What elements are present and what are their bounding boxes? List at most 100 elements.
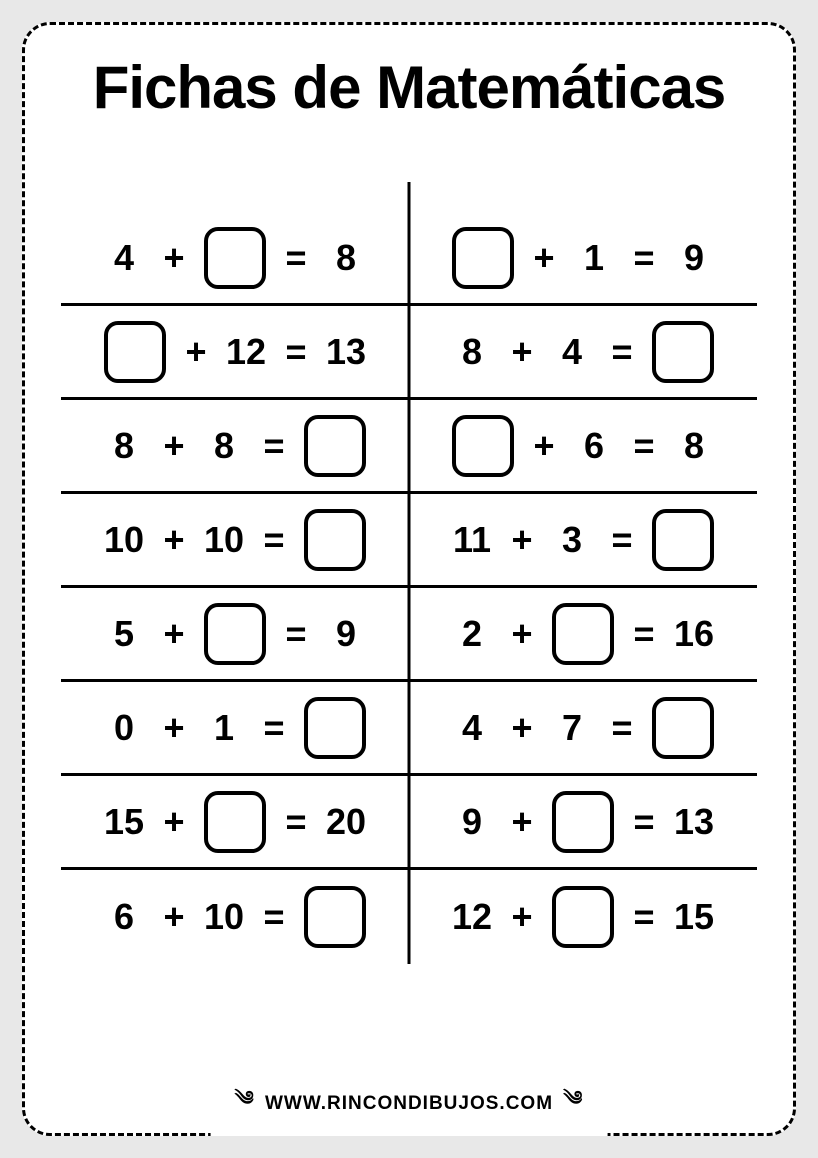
equals-sign: =	[624, 425, 664, 467]
answer-box[interactable]	[652, 697, 714, 759]
problem-cell: 0+1=	[61, 682, 409, 773]
equals-sign: =	[624, 237, 664, 279]
answer-box[interactable]	[204, 603, 266, 665]
answer-box[interactable]	[304, 697, 366, 759]
number-token: 10	[204, 896, 244, 938]
plus-sign: +	[524, 237, 564, 279]
problem-cell: 4+7=	[409, 682, 757, 773]
problem-cell: 2+ =16	[409, 588, 757, 679]
number-token: 13	[674, 801, 714, 843]
problem-cell: 6+10=	[61, 870, 409, 964]
number-token: 9	[674, 237, 714, 279]
plus-sign: +	[502, 896, 542, 938]
number-token: 12	[226, 331, 266, 373]
number-token: 16	[674, 613, 714, 655]
equals-sign: =	[624, 801, 664, 843]
number-token: 5	[104, 613, 144, 655]
plus-sign: +	[154, 707, 194, 749]
problem-cell: +12=13	[61, 306, 409, 397]
number-token: 10	[104, 519, 144, 561]
answer-box[interactable]	[552, 603, 614, 665]
worksheet-sheet: Fichas de Matemáticas 4+=8+1=9+12=138+4=…	[22, 22, 796, 1136]
answer-box[interactable]	[552, 791, 614, 853]
equals-sign: =	[276, 237, 316, 279]
number-token: 7	[552, 707, 592, 749]
vertical-divider	[408, 182, 411, 964]
equals-sign: =	[276, 801, 316, 843]
equals-sign: =	[624, 613, 664, 655]
number-token: 2	[452, 613, 492, 655]
answer-box[interactable]	[552, 886, 614, 948]
number-token: 15	[674, 896, 714, 938]
number-token: 8	[104, 425, 144, 467]
problem-cell: +6=8	[409, 400, 757, 491]
plus-sign: +	[176, 331, 216, 373]
flourish-left-icon: ༄	[235, 1076, 255, 1132]
answer-box[interactable]	[652, 321, 714, 383]
problem-cell: 11+3=	[409, 494, 757, 585]
equals-sign: =	[254, 896, 294, 938]
plus-sign: +	[154, 801, 194, 843]
problem-cell: 8+4=	[409, 306, 757, 397]
equals-sign: =	[624, 896, 664, 938]
number-token: 11	[452, 519, 492, 561]
number-token: 0	[104, 707, 144, 749]
number-token: 1	[574, 237, 614, 279]
number-token: 9	[326, 613, 366, 655]
number-token: 9	[452, 801, 492, 843]
answer-box[interactable]	[204, 227, 266, 289]
page-title: Fichas de Matemáticas	[61, 53, 757, 122]
plus-sign: +	[502, 707, 542, 749]
answer-box[interactable]	[452, 227, 514, 289]
problem-cell: 10+10=	[61, 494, 409, 585]
answer-box[interactable]	[304, 509, 366, 571]
number-token: 4	[452, 707, 492, 749]
answer-box[interactable]	[204, 791, 266, 853]
equals-sign: =	[254, 707, 294, 749]
problem-cell: 12+ =15	[409, 870, 757, 964]
flourish-right-icon: ༄	[563, 1076, 583, 1132]
equals-sign: =	[254, 425, 294, 467]
number-token: 8	[674, 425, 714, 467]
number-token: 4	[104, 237, 144, 279]
plus-sign: +	[154, 425, 194, 467]
number-token: 6	[104, 896, 144, 938]
equals-sign: =	[602, 519, 642, 561]
problem-cell: 5+=9	[61, 588, 409, 679]
plus-sign: +	[502, 613, 542, 655]
footer-text: WWW.RINCONDIBUJOS.COM	[265, 1093, 553, 1114]
answer-box[interactable]	[304, 415, 366, 477]
plus-sign: +	[154, 237, 194, 279]
equals-sign: =	[602, 331, 642, 373]
answer-box[interactable]	[652, 509, 714, 571]
plus-sign: +	[154, 613, 194, 655]
number-token: 8	[452, 331, 492, 373]
answer-box[interactable]	[104, 321, 166, 383]
number-token: 20	[326, 801, 366, 843]
number-token: 12	[452, 896, 492, 938]
problem-cell: 9+ =13	[409, 776, 757, 867]
equals-sign: =	[254, 519, 294, 561]
plus-sign: +	[154, 896, 194, 938]
number-token: 3	[552, 519, 592, 561]
number-token: 6	[574, 425, 614, 467]
number-token: 10	[204, 519, 244, 561]
problems-grid: 4+=8+1=9+12=138+4=8+8=+6=810+10=11+3=5+=…	[61, 212, 757, 964]
plus-sign: +	[502, 519, 542, 561]
number-token: 8	[326, 237, 366, 279]
problem-cell: +1=9	[409, 212, 757, 303]
problem-cell: 15+ =20	[61, 776, 409, 867]
number-token: 1	[204, 707, 244, 749]
number-token: 13	[326, 331, 366, 373]
plus-sign: +	[502, 331, 542, 373]
answer-box[interactable]	[452, 415, 514, 477]
footer-url: ༄ WWW.RINCONDIBUJOS.COM ༄	[211, 1072, 608, 1136]
number-token: 15	[104, 801, 144, 843]
plus-sign: +	[502, 801, 542, 843]
plus-sign: +	[154, 519, 194, 561]
answer-box[interactable]	[304, 886, 366, 948]
equals-sign: =	[602, 707, 642, 749]
plus-sign: +	[524, 425, 564, 467]
problem-cell: 8+8=	[61, 400, 409, 491]
number-token: 4	[552, 331, 592, 373]
